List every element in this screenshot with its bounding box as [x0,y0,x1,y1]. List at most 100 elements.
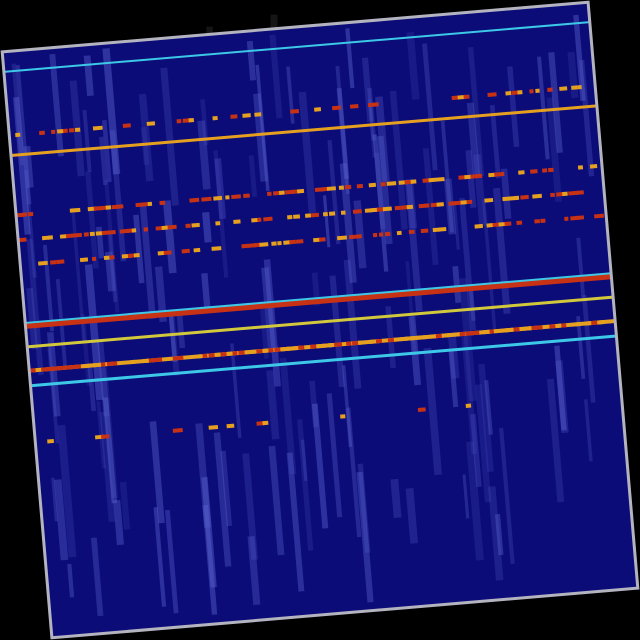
streak [488,486,504,581]
segment [100,362,106,367]
streak [298,91,317,214]
segment [458,175,467,180]
streak [24,170,37,278]
segment [68,128,75,133]
segment [259,242,269,247]
segment [157,250,165,256]
streak [247,536,261,606]
segment [163,250,172,255]
segment [167,224,177,230]
segment [465,331,474,336]
segment [117,204,124,209]
streak [23,145,34,188]
streak [405,260,417,356]
segment [384,231,391,237]
segment [460,200,468,205]
streak [96,401,106,469]
segment [65,233,73,239]
segment [56,128,65,134]
streak [160,67,179,206]
segment [576,215,585,220]
segment [561,323,567,328]
streak [200,99,209,146]
streak [405,183,423,312]
streak [443,178,457,235]
streak [268,445,285,556]
segment [331,105,342,111]
segment [241,243,249,249]
segment [75,207,81,213]
streak [279,357,297,475]
streak [47,347,60,444]
band-line [25,273,612,329]
streak [139,205,156,320]
streak [201,476,217,588]
segment [471,330,480,336]
segment [537,325,543,330]
segment [441,333,449,338]
segment [92,125,103,131]
segment [336,235,348,241]
segment [386,181,397,186]
segment [71,232,83,238]
segment [314,107,322,112]
segment [571,85,578,90]
streak [13,97,31,235]
segment [79,257,89,263]
segment [408,229,415,235]
segment [243,193,250,199]
band-line [27,295,614,349]
streak [26,239,44,376]
segment [322,211,328,217]
segment [47,438,55,444]
streak [322,195,331,248]
segment [340,414,346,419]
streak [346,407,362,538]
segment [399,336,407,342]
segment [89,231,95,237]
streak [470,413,482,488]
segment [21,212,28,217]
segment [338,185,345,190]
segment [47,366,55,372]
segment [287,214,293,220]
segment [101,230,109,236]
streak [311,403,329,529]
segment [109,255,115,260]
segment [474,223,484,229]
segment [378,232,384,237]
segment [594,213,605,219]
segment [313,237,321,243]
segment [559,86,568,91]
streak [26,287,39,350]
streak [478,363,494,472]
streak [390,478,402,519]
segment [271,241,277,246]
segment [380,181,386,187]
segment [476,173,483,179]
streak [100,367,119,499]
segment [333,342,343,347]
segment [466,199,473,205]
segment [131,228,137,233]
streak [452,266,462,304]
streak [57,424,77,558]
band-line [30,334,617,388]
segment [18,237,27,243]
segment [257,217,262,222]
segment [529,89,534,94]
streak [202,504,218,615]
streak [162,200,177,274]
segment [62,128,68,134]
segment [429,334,438,339]
segment [535,88,540,93]
segment [283,240,292,245]
streak [202,211,212,243]
segment [253,242,261,248]
segment [319,237,326,242]
segment [242,113,251,118]
streak [375,96,390,182]
segment [88,363,97,368]
segment [382,206,392,212]
streak [286,452,305,592]
